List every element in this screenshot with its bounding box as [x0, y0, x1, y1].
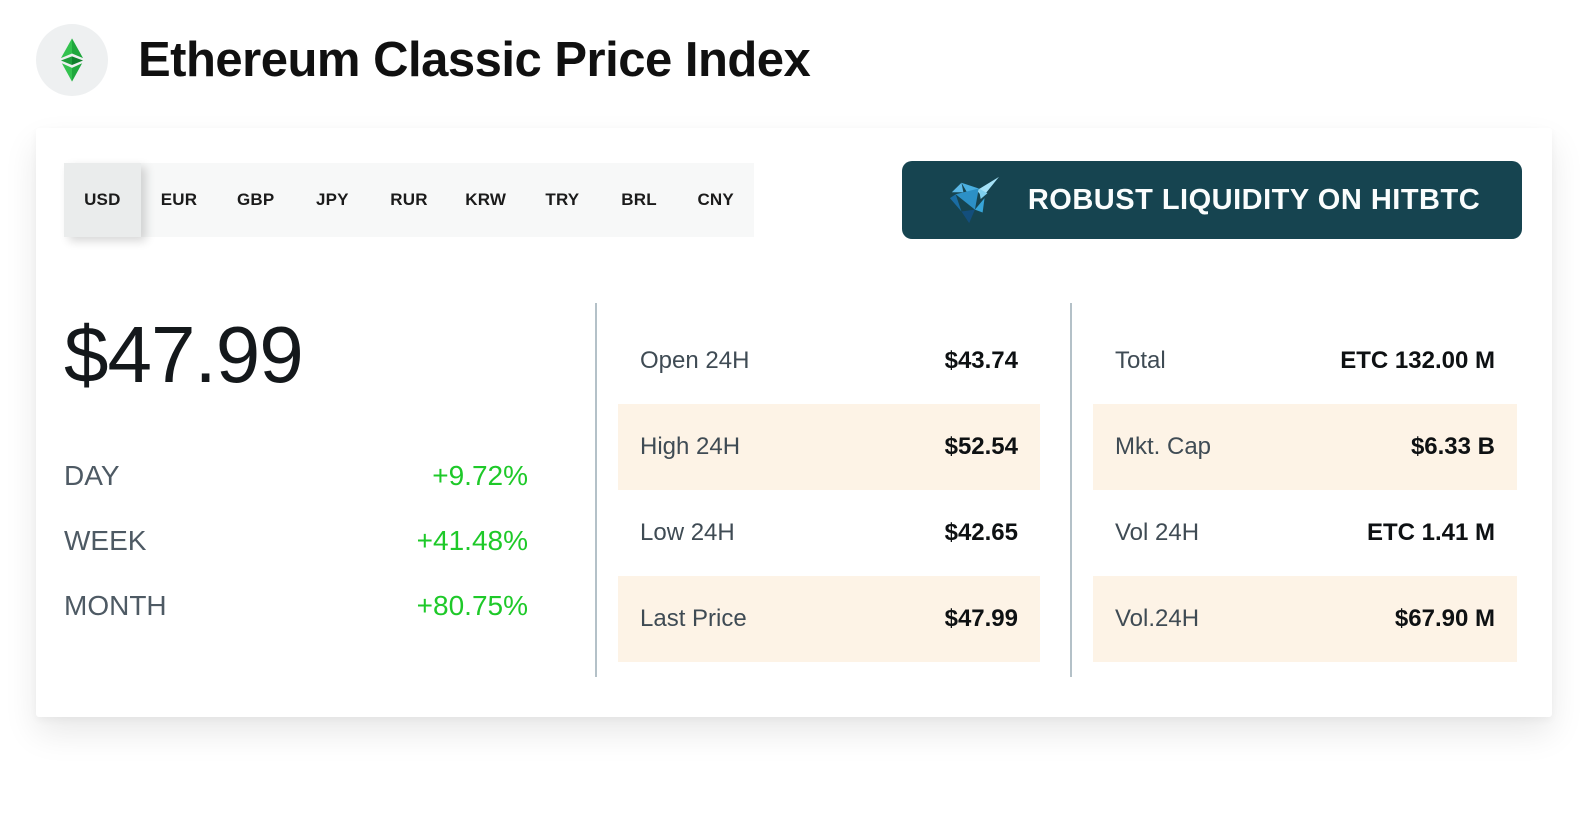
row-label: Vol 24H	[1115, 519, 1200, 546]
table-row-high-24h: High 24H $52.54	[618, 404, 1040, 490]
table-row-open-24h: Open 24H $43.74	[618, 318, 1040, 404]
divider	[595, 303, 597, 677]
row-value: $47.99	[944, 605, 1018, 632]
change-value: +41.48%	[416, 524, 528, 556]
table-row-volume-etc: Vol 24H ETC 1.41 M	[1093, 490, 1517, 576]
price-summary: $47.99 DAY +9.72% WEEK +41.48% MONTH +80…	[64, 303, 595, 677]
row-label: Open 24H	[640, 347, 750, 374]
tab-try[interactable]: TRY	[545, 190, 580, 209]
row-value: $42.65	[944, 519, 1018, 546]
change-label: DAY	[64, 459, 120, 491]
page-header: Ethereum Classic Price Index	[0, 0, 1586, 96]
price-index-card: USD EUR GBP JPY RUR KRW TRY BRL CNY ROBU…	[36, 128, 1552, 717]
change-value: +80.75%	[416, 589, 528, 621]
change-row-month: MONTH +80.75%	[64, 573, 528, 638]
row-label: Mkt. Cap	[1115, 433, 1212, 460]
bull-icon	[949, 176, 999, 224]
tab-eur[interactable]: EUR	[160, 190, 198, 209]
table-row-volume-usd: Vol.24H $67.90 M	[1093, 576, 1517, 662]
page-title: Ethereum Classic Price Index	[138, 33, 811, 87]
row-value: $67.90 M	[1394, 605, 1495, 632]
banner-label: ROBUST LIQUIDITY ON HITBTC	[1027, 183, 1481, 216]
change-row-day: DAY +9.72%	[64, 443, 528, 508]
stats-section: $47.99 DAY +9.72% WEEK +41.48% MONTH +80…	[64, 303, 1522, 677]
tab-jpy[interactable]: JPY	[315, 190, 349, 209]
row-value: ETC 1.41 M	[1366, 519, 1495, 546]
change-label: WEEK	[64, 524, 147, 556]
row-value: $6.33 B	[1410, 433, 1495, 460]
change-row-week: WEEK +41.48%	[64, 508, 528, 573]
ethereum-classic-logo-icon	[36, 24, 108, 96]
quotes-table: Open 24H $43.74 High 24H $52.54 Low 24H …	[618, 318, 1040, 677]
tab-gbp[interactable]: GBP	[236, 190, 275, 209]
row-label: Low 24H	[640, 519, 735, 546]
current-price: $47.99	[64, 310, 304, 399]
table-row-market-cap: Mkt. Cap $6.33 B	[1093, 404, 1517, 490]
card-top-bar: USD EUR GBP JPY RUR KRW TRY BRL CNY ROBU…	[64, 161, 1522, 239]
row-label: Last Price	[640, 605, 747, 632]
table-row-low-24h: Low 24H $42.65	[618, 490, 1040, 576]
divider	[1070, 303, 1072, 677]
table-row-total-supply: Total ETC 132.00 M	[1093, 318, 1517, 404]
market-table: Total ETC 132.00 M Mkt. Cap $6.33 B Vol …	[1093, 318, 1517, 677]
tab-krw[interactable]: KRW	[465, 190, 507, 209]
hitbtc-banner-link[interactable]: ROBUST LIQUIDITY ON HITBTC	[902, 161, 1522, 239]
table-row-last-price: Last Price $47.99	[618, 576, 1040, 662]
row-value: $52.54	[944, 433, 1018, 460]
row-label: Total	[1115, 347, 1166, 374]
row-label: High 24H	[640, 433, 741, 460]
currency-tabs: USD EUR GBP JPY RUR KRW TRY BRL CNY	[64, 163, 754, 237]
change-value: +9.72%	[432, 459, 528, 491]
tab-brl[interactable]: BRL	[621, 190, 657, 209]
etc-diamond-icon	[60, 38, 84, 82]
tab-rur[interactable]: RUR	[390, 190, 428, 209]
change-label: MONTH	[64, 589, 167, 621]
tab-usd[interactable]: USD	[64, 163, 141, 237]
row-label: Vol.24H	[1115, 605, 1200, 632]
price-changes: DAY +9.72% WEEK +41.48% MONTH +80.75%	[64, 443, 528, 638]
tab-cny[interactable]: CNY	[697, 190, 734, 209]
row-value: $43.74	[944, 347, 1018, 374]
row-value: ETC 132.00 M	[1340, 347, 1495, 374]
